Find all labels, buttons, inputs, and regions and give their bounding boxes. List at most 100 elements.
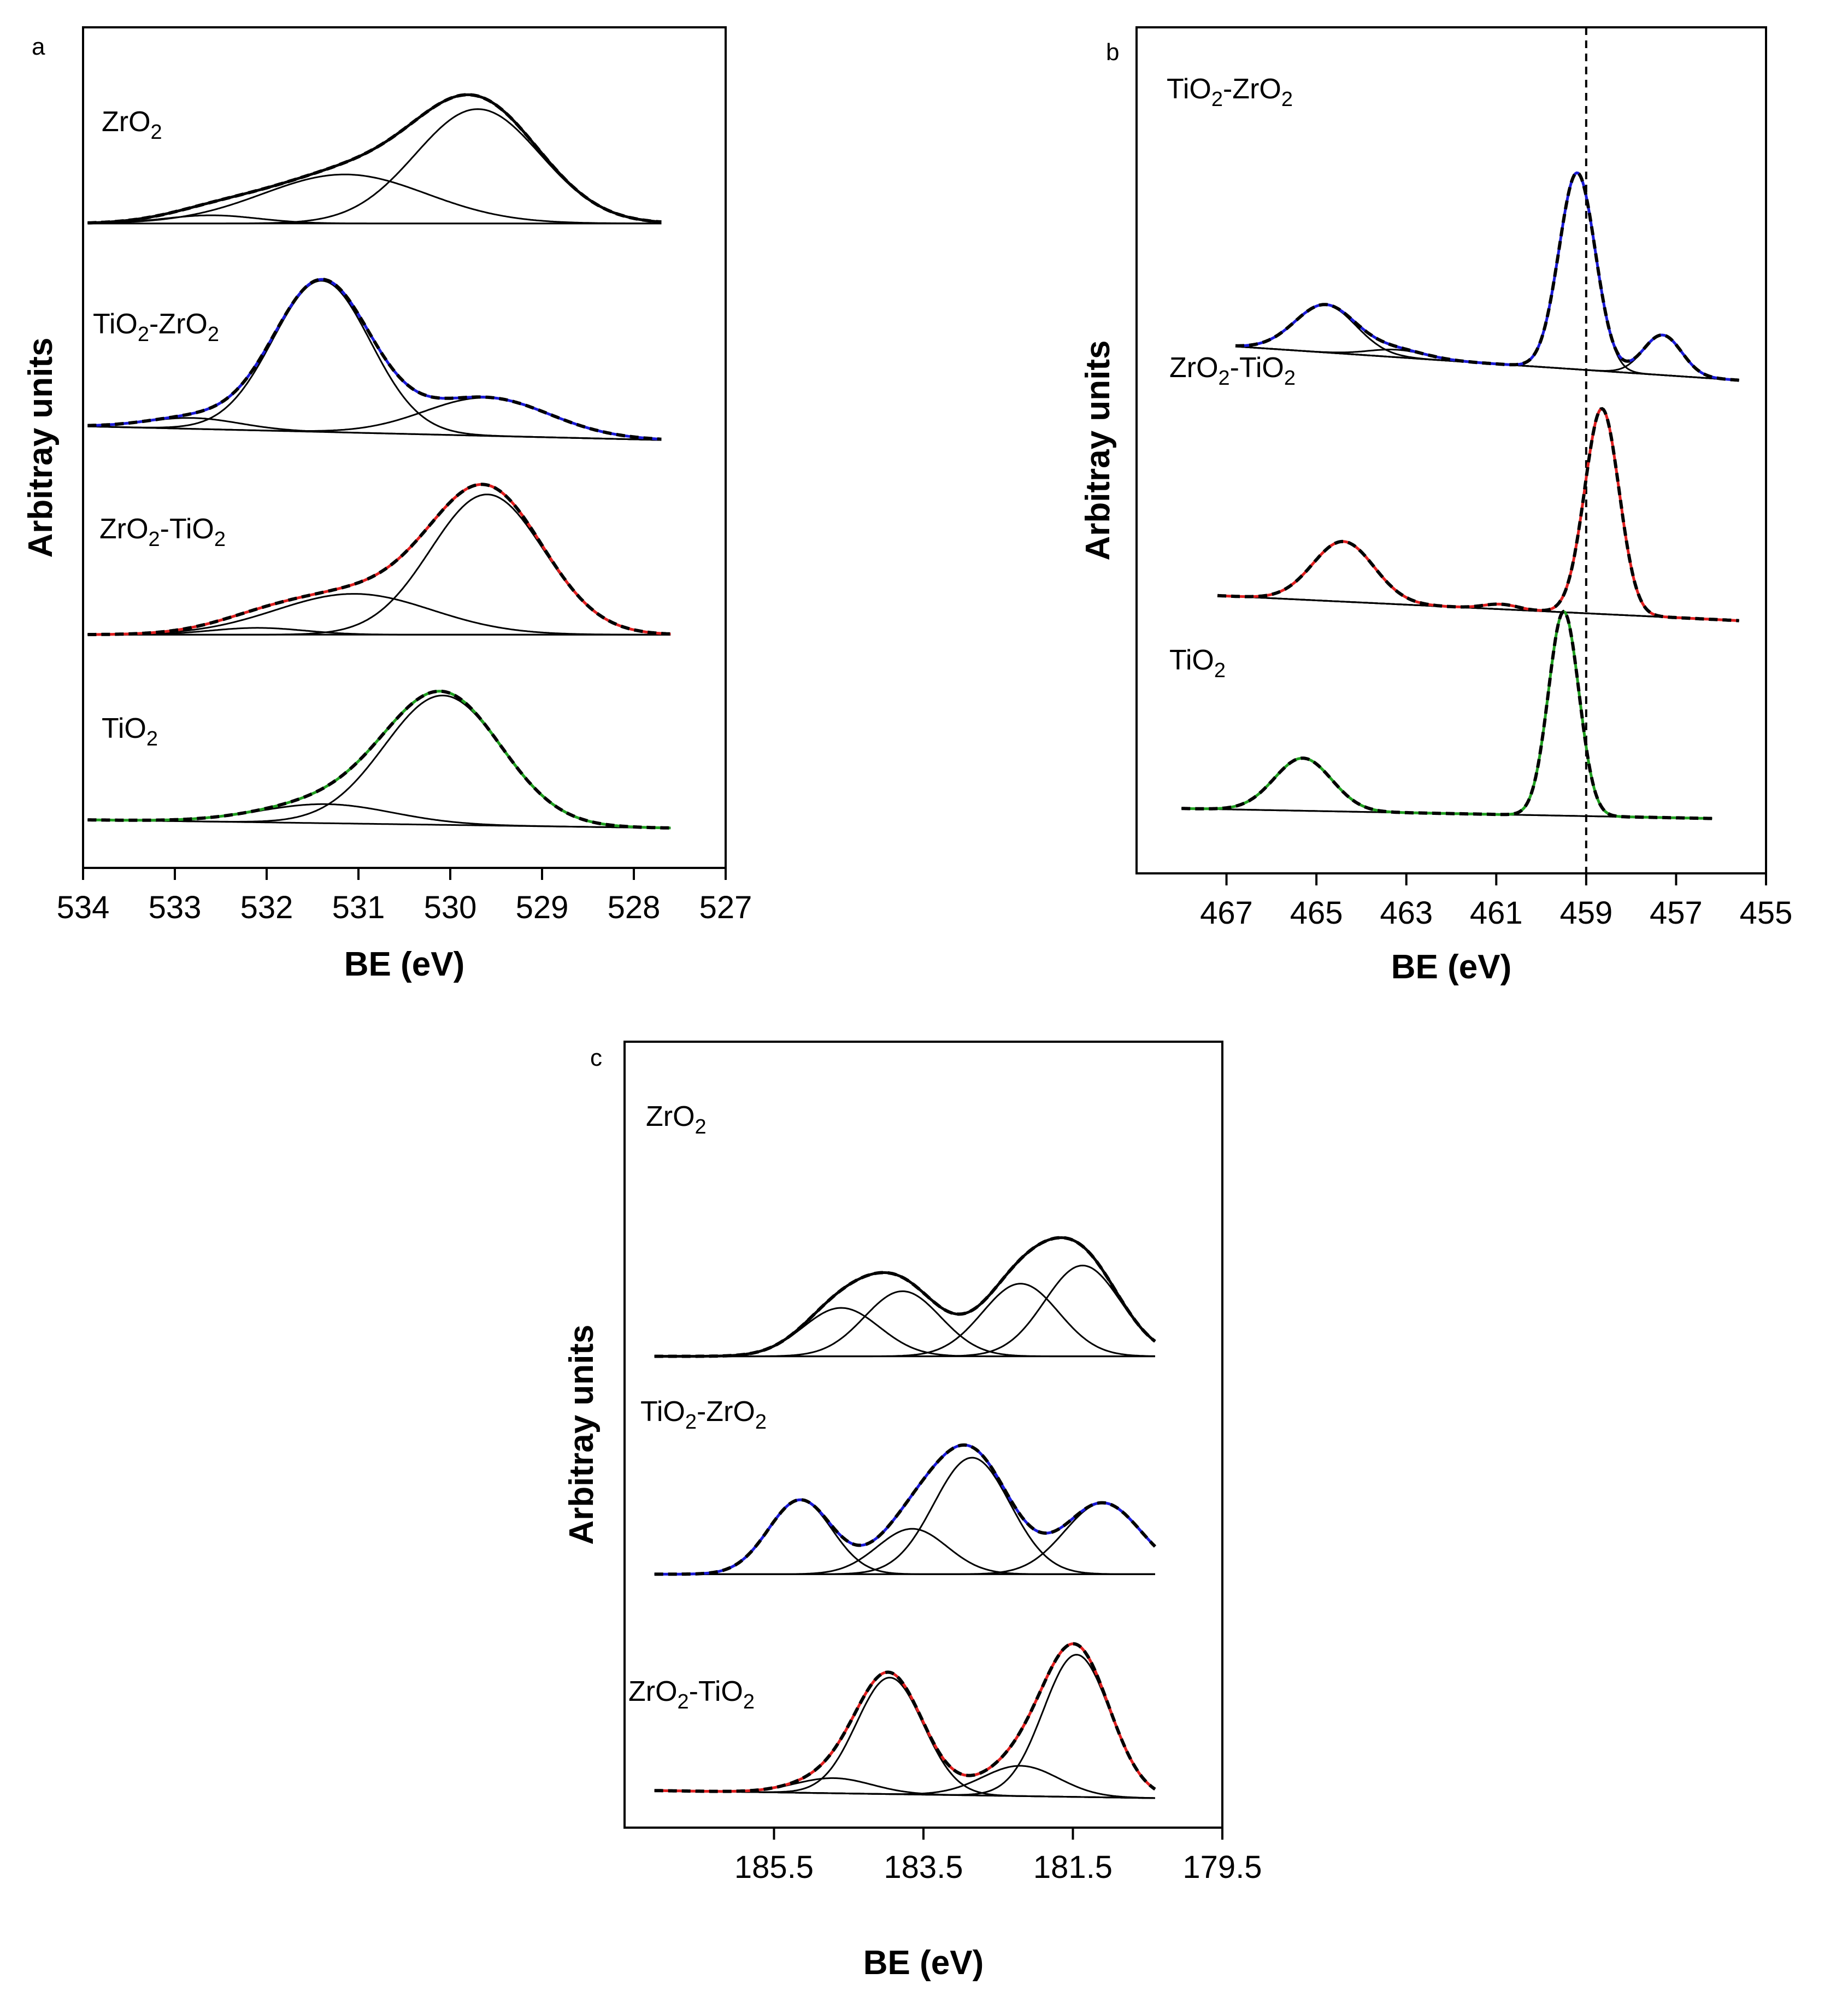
spectrum-tio2-zro2: TiO2-ZrO2 — [87, 278, 662, 441]
x-tick-label: 528 — [608, 890, 661, 925]
y-axis-title: Arbitray units — [563, 1324, 601, 1545]
fit-envelope-dashed — [654, 1236, 1156, 1358]
x-tick-label: 527 — [699, 890, 752, 925]
label-subscript-2: 2 — [208, 323, 219, 346]
x-tick-label: 455 — [1740, 895, 1793, 931]
label-main: ZrO — [646, 1101, 695, 1132]
spectrum-tio2-zro2: TiO2-ZrO2 — [640, 1396, 1157, 1576]
x-tick-label: 467 — [1200, 895, 1253, 931]
x-tick-label: 534 — [57, 890, 110, 925]
label-subscript-2: 2 — [743, 1690, 755, 1713]
x-tick-label: 532 — [240, 890, 293, 925]
spectrum-zro2-tio2: ZrO2-TiO2 — [628, 1642, 1156, 1799]
label-subscript: 2 — [138, 323, 149, 346]
sample-label: ZrO2-TiO2 — [1169, 352, 1296, 390]
label-tail: -TiO — [1230, 352, 1284, 384]
label-tail: -TiO — [160, 513, 214, 545]
panel-letter: c — [590, 1044, 602, 1071]
x-axis-title: BE (eV) — [1391, 948, 1511, 986]
fit-envelope-dashed — [1235, 171, 1739, 382]
label-subscript: 2 — [678, 1690, 689, 1713]
fit-envelope-dashed — [1181, 609, 1712, 820]
plot-frame — [1135, 26, 1767, 874]
label-main: TiO — [640, 1396, 685, 1428]
x-tick-label: 531 — [332, 890, 385, 925]
label-subscript-2: 2 — [214, 528, 226, 551]
x-tick-label: 465 — [1290, 895, 1343, 931]
sample-label: TiO2 — [102, 713, 158, 750]
x-tick-label: 185.5 — [734, 1849, 814, 1885]
x-tick-label: 179.5 — [1182, 1849, 1262, 1885]
x-tick-label: 530 — [424, 890, 477, 925]
panel-c-zr3d: 185.5 183.5 181.5 179.5 BE (eV) Arbitray unit… — [563, 1041, 1262, 1982]
x-axis-ticks: 185.5 183.5 181.5 179.5 — [734, 1828, 1262, 1885]
label-subscript: 2 — [146, 727, 158, 750]
spectrum-tio2: TiO2 — [1169, 609, 1712, 820]
x-tick-label: 183.5 — [884, 1849, 963, 1885]
x-axis-title: BE (eV) — [344, 946, 464, 983]
label-subscript: 2 — [1214, 659, 1226, 682]
label-main: ZrO — [1169, 352, 1219, 384]
label-tail: -ZrO — [1223, 73, 1281, 105]
sample-label: TiO2-ZrO2 — [93, 308, 219, 346]
label-main: TiO — [1167, 73, 1211, 105]
spectrum-zro2: ZrO2 — [646, 1101, 1156, 1358]
y-axis-title: Arbitray units — [1079, 340, 1117, 560]
x-axis-ticks: 467 465 463 461 459 457 455 — [1200, 873, 1792, 931]
label-subscript-2: 2 — [1284, 367, 1296, 390]
x-axis-title: BE (eV) — [863, 1944, 984, 1982]
fit-envelope-dashed — [87, 278, 662, 441]
label-subscript: 2 — [151, 121, 162, 144]
label-tail: -ZrO — [149, 308, 208, 340]
sample-label: ZrO2 — [646, 1101, 707, 1138]
label-subscript-2: 2 — [1281, 88, 1293, 111]
plot-frame — [82, 26, 727, 869]
label-tail: -ZrO — [697, 1396, 755, 1428]
x-tick-label: 457 — [1650, 895, 1703, 931]
sample-label: TiO2-ZrO2 — [640, 1396, 767, 1434]
sample-label: ZrO2-TiO2 — [628, 1676, 755, 1713]
sample-label: ZrO2-TiO2 — [99, 513, 226, 551]
label-subscript: 2 — [695, 1115, 707, 1138]
spectrum-tio2: TiO2 — [87, 689, 671, 830]
y-axis-title: Arbitray units — [22, 337, 60, 557]
fit-envelope-dashed — [1217, 407, 1739, 623]
background-baseline — [1217, 595, 1739, 622]
label-subscript: 2 — [1219, 367, 1230, 390]
x-tick-label: 463 — [1380, 895, 1433, 931]
fit-envelope-dashed — [87, 483, 671, 637]
label-main: TiO — [102, 713, 146, 744]
label-main: TiO — [93, 308, 138, 340]
label-tail: -TiO — [689, 1676, 743, 1707]
spectrum-zro2-tio2: ZrO2-TiO2 — [87, 483, 671, 637]
fit-envelope-dashed — [87, 93, 662, 225]
fit-envelope-dashed — [654, 1443, 1157, 1576]
x-tick-label: 459 — [1559, 895, 1612, 931]
panel-b-ti2p: 467 465 463 461 459 457 455 BE (eV) Arbitray uni… — [1079, 26, 1792, 986]
x-tick-label: 529 — [516, 890, 569, 925]
x-tick-label: 533 — [149, 890, 202, 925]
spectrum-zro2: ZrO2 — [87, 93, 662, 225]
label-subscript: 2 — [685, 1411, 697, 1434]
background-baseline — [87, 425, 662, 441]
label-main: ZrO — [99, 513, 149, 545]
sample-label: ZrO2 — [102, 106, 162, 144]
fit-envelope-dashed — [654, 1642, 1156, 1793]
fit-envelope-dashed — [87, 689, 671, 830]
x-axis-ticks: 534 533 532 531 530 529 528 527 — [57, 868, 752, 925]
label-subscript: 2 — [1211, 88, 1223, 111]
label-subscript-2: 2 — [755, 1411, 767, 1434]
x-tick-label: 181.5 — [1033, 1849, 1113, 1885]
panel-letter: a — [32, 33, 45, 60]
spectrum-tio2-zro2: TiO2-ZrO2 — [1167, 73, 1739, 382]
label-subscript: 2 — [149, 528, 160, 551]
sample-label: TiO2-ZrO2 — [1167, 73, 1293, 111]
spectrum-zro2-tio2: ZrO2-TiO2 — [1169, 352, 1739, 623]
label-main: TiO — [1169, 644, 1214, 676]
background-baseline — [87, 819, 671, 829]
sample-label: TiO2 — [1169, 644, 1226, 682]
panel-a-o1s: 534 533 532 531 530 529 528 527 BE (eV) Arbitray … — [22, 26, 752, 983]
label-main: ZrO — [102, 106, 151, 138]
